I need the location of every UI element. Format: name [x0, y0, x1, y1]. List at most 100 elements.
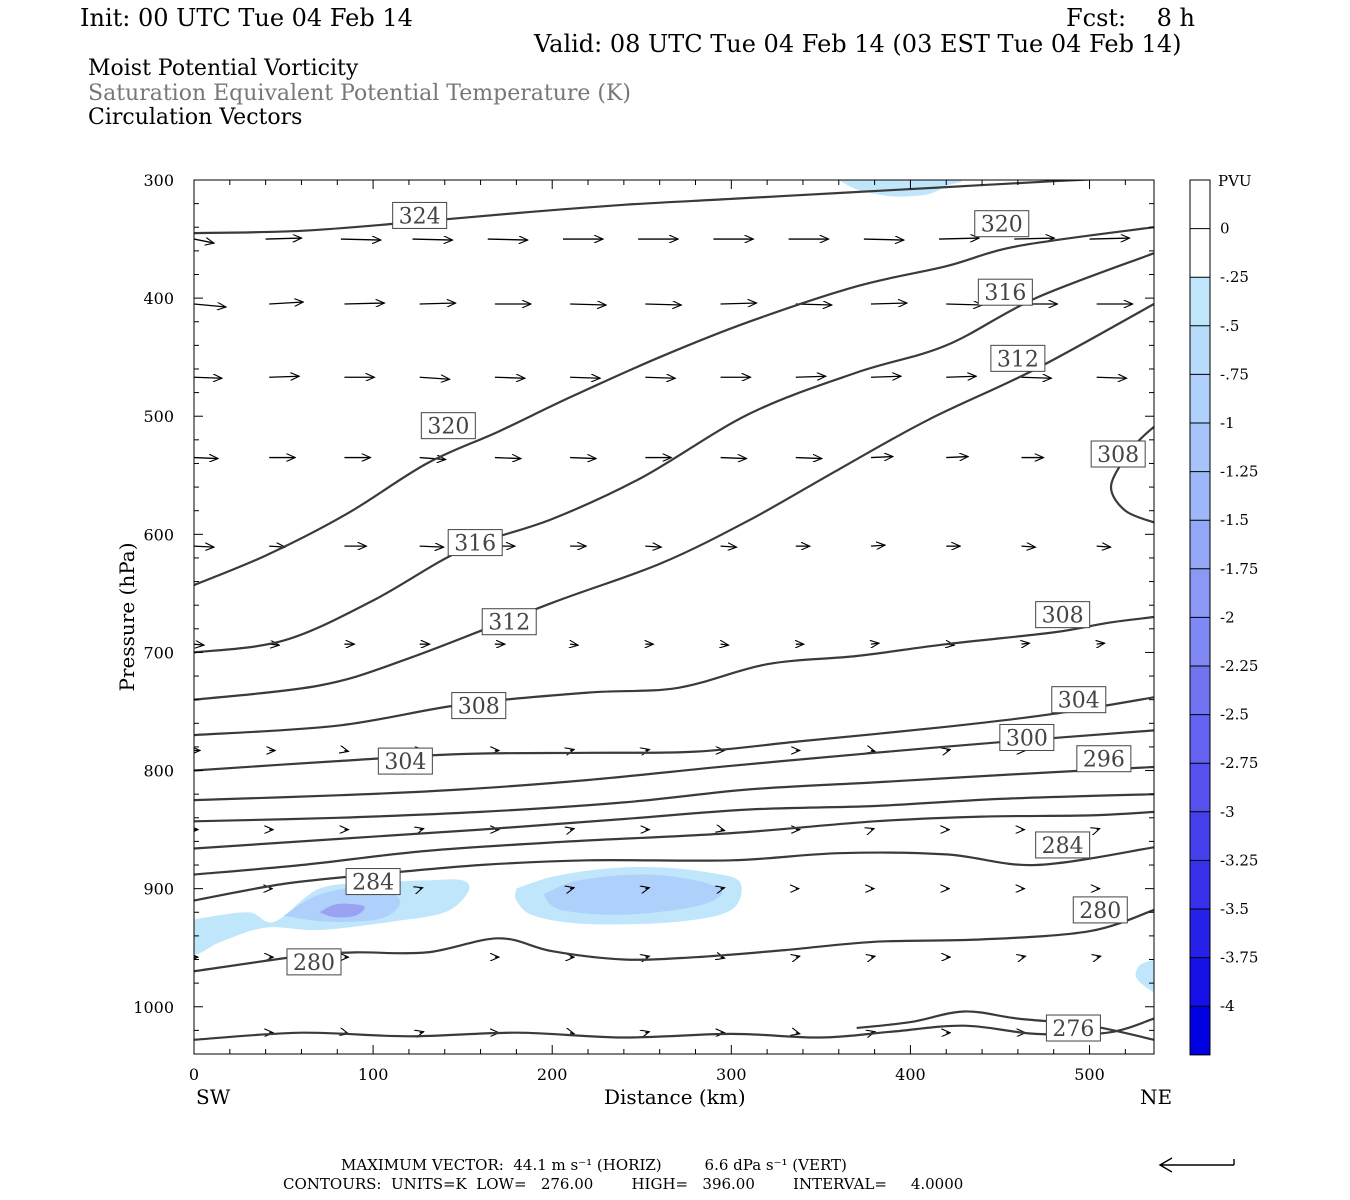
circulation-vector [1089, 238, 1130, 239]
colorbar: 0 -.25 -.5 -.75 -1 -1.25 -1.5 -1.75 -2 -2.25 -2.5 -… [1189, 179, 1258, 1056]
colorbar-swatch [1190, 666, 1210, 716]
colorbar-swatch [1190, 228, 1210, 278]
mpv-shaded-region [838, 180, 962, 197]
colorbar-label: -2 [1220, 608, 1235, 626]
circulation-vector [796, 956, 800, 957]
circulation-vector [194, 546, 214, 547]
colorbar-swatch [1190, 617, 1210, 667]
theta-es-contour [194, 226, 1154, 587]
colorbar-swatch [1190, 423, 1210, 473]
contour-info-footnote: CONTOURS: UNITS=K LOW= 276.00 HIGH= 396.… [283, 1175, 964, 1193]
x-tick-label: 300 [716, 1065, 747, 1084]
contour-label-box [481, 608, 537, 636]
circulation-vector [721, 957, 725, 958]
colorbar-swatch [1190, 763, 1210, 813]
valid-time-label: Valid: 08 UTC Tue 04 Feb 14 (03 EST Tue … [534, 30, 1182, 58]
colorbar-label: -1.5 [1220, 511, 1249, 529]
circulation-vector [420, 1032, 424, 1033]
contour-label-box [420, 412, 476, 440]
circulation-vector [946, 304, 982, 305]
contour-label-box [451, 692, 507, 720]
circulation-vector [194, 458, 218, 459]
contour-label: 308 [1042, 604, 1084, 629]
circulation-vector [1096, 377, 1127, 378]
colorbar-label: -1 [1220, 414, 1235, 432]
circulation-vector [870, 303, 907, 304]
colorbar-label: -.5 [1220, 317, 1239, 335]
circulation-vector [1014, 238, 1054, 239]
max-vector-footnote: MAXIMUM VECTOR: 44.1 m s⁻¹ (HORIZ) 6.6 d… [341, 1156, 847, 1174]
plot-frame [193, 179, 1155, 1055]
circulation-vector [494, 377, 525, 378]
contour-label: 320 [981, 213, 1023, 238]
contour-label: 312 [488, 611, 530, 636]
contour-label: 276 [1052, 1017, 1094, 1042]
contour-label-box [999, 723, 1055, 751]
mpv-shaded-region [319, 903, 365, 918]
x-tick-label: 0 [189, 1065, 199, 1084]
colorbar-label: -2.5 [1220, 706, 1249, 724]
circulation-vector [265, 238, 302, 239]
colorbar-swatch [1190, 957, 1210, 1007]
circulation-vector [344, 750, 348, 751]
mpv-shading-layer [194, 180, 1154, 992]
contour-label-box [377, 747, 433, 775]
circulation-vector [269, 302, 303, 304]
init-time-label: Init: 00 UTC Tue 04 Feb 14 [80, 4, 413, 32]
contour-label-box [1051, 686, 1107, 714]
theta-es-contour [1109, 425, 1154, 524]
y-tick-label: 800 [143, 762, 174, 781]
colorbar-label: -3 [1220, 803, 1235, 821]
theta-es-contour [194, 846, 1154, 902]
circulation-vector [570, 888, 574, 889]
contour-label: 324 [399, 204, 441, 229]
theta-es-contour [194, 180, 1101, 235]
y-tick-label: 700 [143, 643, 174, 662]
circulation-vector [344, 303, 384, 304]
circulation-vector [863, 239, 904, 240]
colorbar-label: -2.25 [1220, 657, 1258, 675]
reference-vector-arrow [1158, 1157, 1235, 1173]
colorbar-swatch [1190, 374, 1210, 424]
circulation-vector [946, 376, 976, 377]
contour-label: 284 [352, 871, 394, 896]
circulation-vector [645, 377, 675, 378]
circulation-vector [796, 1033, 800, 1034]
circulation-vector [721, 888, 725, 889]
colorbar-swatch [1190, 277, 1210, 327]
contour-label-box [1035, 601, 1091, 629]
cross-section-chart: 324 320 320 316 316 312 312 308 308 308 304 304 300 2… [115, 171, 1258, 1109]
colorbar-swatch [1190, 180, 1210, 230]
field-title-theta-es: Saturation Equivalent Potential Temperat… [88, 81, 631, 106]
circulation-vector [721, 830, 725, 831]
mpv-shaded-region [543, 874, 723, 915]
contour-label-box [345, 868, 401, 896]
theta-es-contour [194, 729, 1154, 802]
circulation-vector [645, 888, 649, 889]
circulation-vector [494, 458, 521, 459]
contour-label: 320 [427, 415, 469, 440]
circulation-vector [269, 376, 299, 377]
y-axis-label: Pressure (hPa) [115, 543, 139, 692]
circulation-vector [419, 303, 456, 304]
colorbar-label: -4 [1220, 997, 1235, 1015]
theta-es-contour [194, 696, 1154, 772]
contour-label: 308 [1097, 443, 1139, 468]
y-tick-label: 600 [143, 525, 174, 544]
circulation-vector [645, 304, 681, 305]
circulation-vector [570, 377, 600, 378]
circulation-vector [419, 458, 446, 460]
contour-label: 316 [454, 532, 496, 557]
theta-es-contour [194, 303, 1154, 701]
contour-label-box [286, 948, 342, 976]
circulation-vector [795, 376, 826, 377]
colorbar-label: -.25 [1220, 268, 1249, 286]
circulation-vector [871, 643, 879, 644]
colorbar-label: -3.25 [1220, 851, 1258, 869]
x-tick-label: 100 [358, 1065, 389, 1084]
circulation-vector [570, 644, 578, 645]
contour-label-box [974, 210, 1030, 238]
contour-label-box [447, 529, 503, 557]
contour-layer [194, 180, 1154, 1041]
contour-label-box [1035, 831, 1091, 859]
